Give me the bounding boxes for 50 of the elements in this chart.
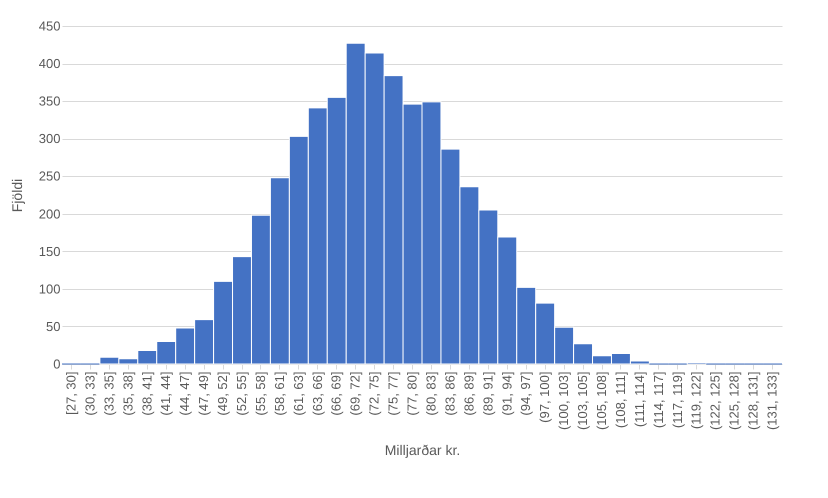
y-tick-label: 350 (38, 94, 60, 109)
y-axis-title: Fjöldi (8, 178, 25, 212)
x-tick-label: (63, 66] (310, 372, 325, 416)
x-tick-label: (122, 125] (708, 372, 723, 430)
x-tick-label: [27, 30] (63, 372, 78, 415)
x-tick-label: (41, 44] (158, 372, 174, 416)
x-tick-label: (38, 41] (139, 372, 154, 416)
x-tick-label: (91, 94] (499, 372, 514, 416)
x-tick-label: (86, 89] (461, 372, 476, 416)
y-tick-label: 250 (38, 168, 60, 184)
x-tick-label: (111, 114] (632, 372, 647, 428)
x-tick-label: (131, 133] (764, 372, 780, 430)
x-tick-label: (83, 86] (442, 372, 458, 416)
y-tick-label: 0 (53, 356, 60, 372)
x-axis-title: Milljarðar kr. (384, 442, 460, 458)
x-tick-label: (75, 77] (386, 372, 401, 416)
x-tick-label: (69, 72] (348, 372, 363, 416)
x-tick-label: (72, 75] (366, 372, 382, 416)
y-tick-label: 50 (46, 318, 60, 334)
x-tick-label: (44, 47] (177, 372, 192, 416)
x-tick-label: (35, 38] (120, 372, 136, 416)
y-tick-label: 100 (38, 281, 60, 296)
y-tick-label: 200 (38, 206, 60, 222)
x-tick-label: (80, 83] (423, 372, 438, 416)
x-tick-label: (58, 61] (272, 372, 287, 416)
x-tick-label: (30, 33] (82, 372, 98, 416)
y-tick-label: 300 (38, 131, 60, 146)
x-tick-label: (105, 108] (594, 372, 609, 430)
x-tick-label: (77, 80] (404, 372, 420, 416)
x-tick-label: (97, 100] (537, 372, 552, 423)
x-tick-label: (89, 91] (480, 372, 496, 416)
x-tick-label: (49, 52] (215, 372, 230, 416)
x-tick-label: (128, 131] (746, 372, 761, 430)
y-tick-label: 450 (38, 18, 60, 34)
x-tick-label: (52, 55] (234, 372, 249, 416)
y-tick-label: 150 (38, 244, 60, 259)
x-tick-label: (55, 58] (252, 372, 268, 416)
x-tick-label: (119, 122] (688, 372, 704, 430)
x-tick-label: (117, 119] (670, 372, 685, 428)
x-tick-label: (66, 69] (328, 372, 344, 416)
x-tick-label: (47, 49] (196, 372, 212, 416)
x-tick-label: (33, 35] (101, 372, 116, 416)
x-tick-label: (61, 63] (290, 372, 306, 416)
x-tick-label: (108, 111] (612, 372, 628, 428)
x-tick-label: (114, 117] (650, 372, 666, 428)
x-tick-label: (100, 103] (556, 372, 572, 430)
x-tick-label: (103, 105] (575, 372, 590, 430)
x-tick-label: (125, 128] (726, 372, 742, 430)
x-tick-label: (94, 97] (518, 372, 534, 416)
y-tick-label: 400 (38, 56, 60, 72)
